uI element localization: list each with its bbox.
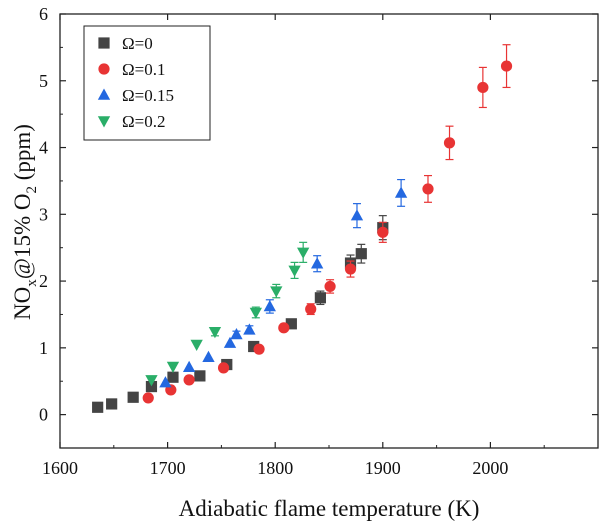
- data-point: [278, 322, 290, 334]
- data-point: [194, 370, 206, 382]
- y-tick-label: 2: [39, 271, 48, 291]
- y-axis-label-sub1: x: [24, 279, 40, 287]
- legend-marker: [98, 63, 110, 75]
- data-point: [106, 398, 118, 410]
- x-tick-label: 1900: [365, 458, 401, 478]
- x-tick-label: 1800: [257, 458, 293, 478]
- y-tick-label: 4: [39, 138, 48, 158]
- legend-marker: [98, 37, 110, 49]
- y-tick-label: 1: [39, 338, 48, 358]
- data-point: [159, 376, 172, 388]
- legend-label: Ω=0.1: [122, 60, 165, 79]
- x-tick-label: 1700: [150, 458, 186, 478]
- data-point: [377, 226, 389, 238]
- y-tick-label: 3: [39, 204, 48, 224]
- data-point: [145, 380, 158, 393]
- data-point: [217, 362, 230, 374]
- y-axis-label-mid: @15% O: [10, 194, 35, 280]
- y-axis-label-main: NO: [10, 287, 35, 320]
- data-point: [167, 371, 179, 383]
- x-tick-label: 1600: [42, 458, 78, 478]
- series-3: [145, 241, 310, 387]
- data-point: [142, 392, 154, 404]
- data-point: [145, 375, 158, 387]
- data-point: [92, 401, 104, 413]
- marks-layer: [92, 44, 513, 413]
- axes-layer: 1600 1700 1800 1900 2000 0 1 2 3 4 5 6: [39, 4, 599, 478]
- data-point: [344, 263, 357, 275]
- series-1: [142, 44, 513, 404]
- data-point: [183, 374, 195, 386]
- data-point: [500, 60, 513, 72]
- x-tick-label: 2000: [472, 458, 508, 478]
- legend-label: Ω=0: [122, 34, 153, 53]
- y-tick-label: 0: [39, 405, 48, 425]
- legend-marker: [97, 116, 111, 128]
- y-tick-label: 6: [39, 4, 48, 24]
- x-axis-label: Adiabatic flame temperature (K): [179, 496, 480, 521]
- data-point: [350, 209, 364, 221]
- data-point: [355, 248, 367, 260]
- legend-label: Ω=0.2: [122, 112, 165, 131]
- data-point: [314, 292, 326, 304]
- data-point: [182, 360, 196, 372]
- data-point: [249, 307, 262, 319]
- data-point: [190, 339, 203, 351]
- legend-marker: [97, 88, 111, 100]
- data-point: [422, 183, 434, 195]
- data-point: [305, 303, 317, 315]
- legend: Ω=0 Ω=0.1 Ω=0.15 Ω=0.2: [83, 25, 211, 141]
- y-axis-label: NOx@15% O2 (ppm): [10, 124, 40, 320]
- data-point: [394, 186, 408, 198]
- data-point: [311, 257, 324, 269]
- data-point: [248, 340, 260, 353]
- data-point: [297, 247, 310, 259]
- data-point: [270, 286, 283, 298]
- data-point: [243, 323, 256, 335]
- series-0: [92, 215, 389, 413]
- data-point: [443, 137, 456, 149]
- data-point: [223, 336, 237, 348]
- data-point: [324, 280, 336, 293]
- data-point: [253, 343, 265, 355]
- data-point: [288, 265, 301, 277]
- y-axis-label-unit: (ppm): [10, 124, 35, 186]
- data-point: [208, 327, 222, 339]
- data-point: [285, 318, 297, 330]
- data-point: [202, 350, 215, 362]
- data-point: [230, 328, 243, 340]
- y-tick-label: 5: [39, 71, 48, 91]
- y-axis-label-sub2: 2: [24, 186, 40, 194]
- data-point: [127, 391, 139, 403]
- series-2: [159, 178, 408, 388]
- data-point: [263, 300, 276, 312]
- legend-label: Ω=0.15: [122, 86, 174, 105]
- data-point: [166, 361, 180, 373]
- data-point: [477, 81, 489, 94]
